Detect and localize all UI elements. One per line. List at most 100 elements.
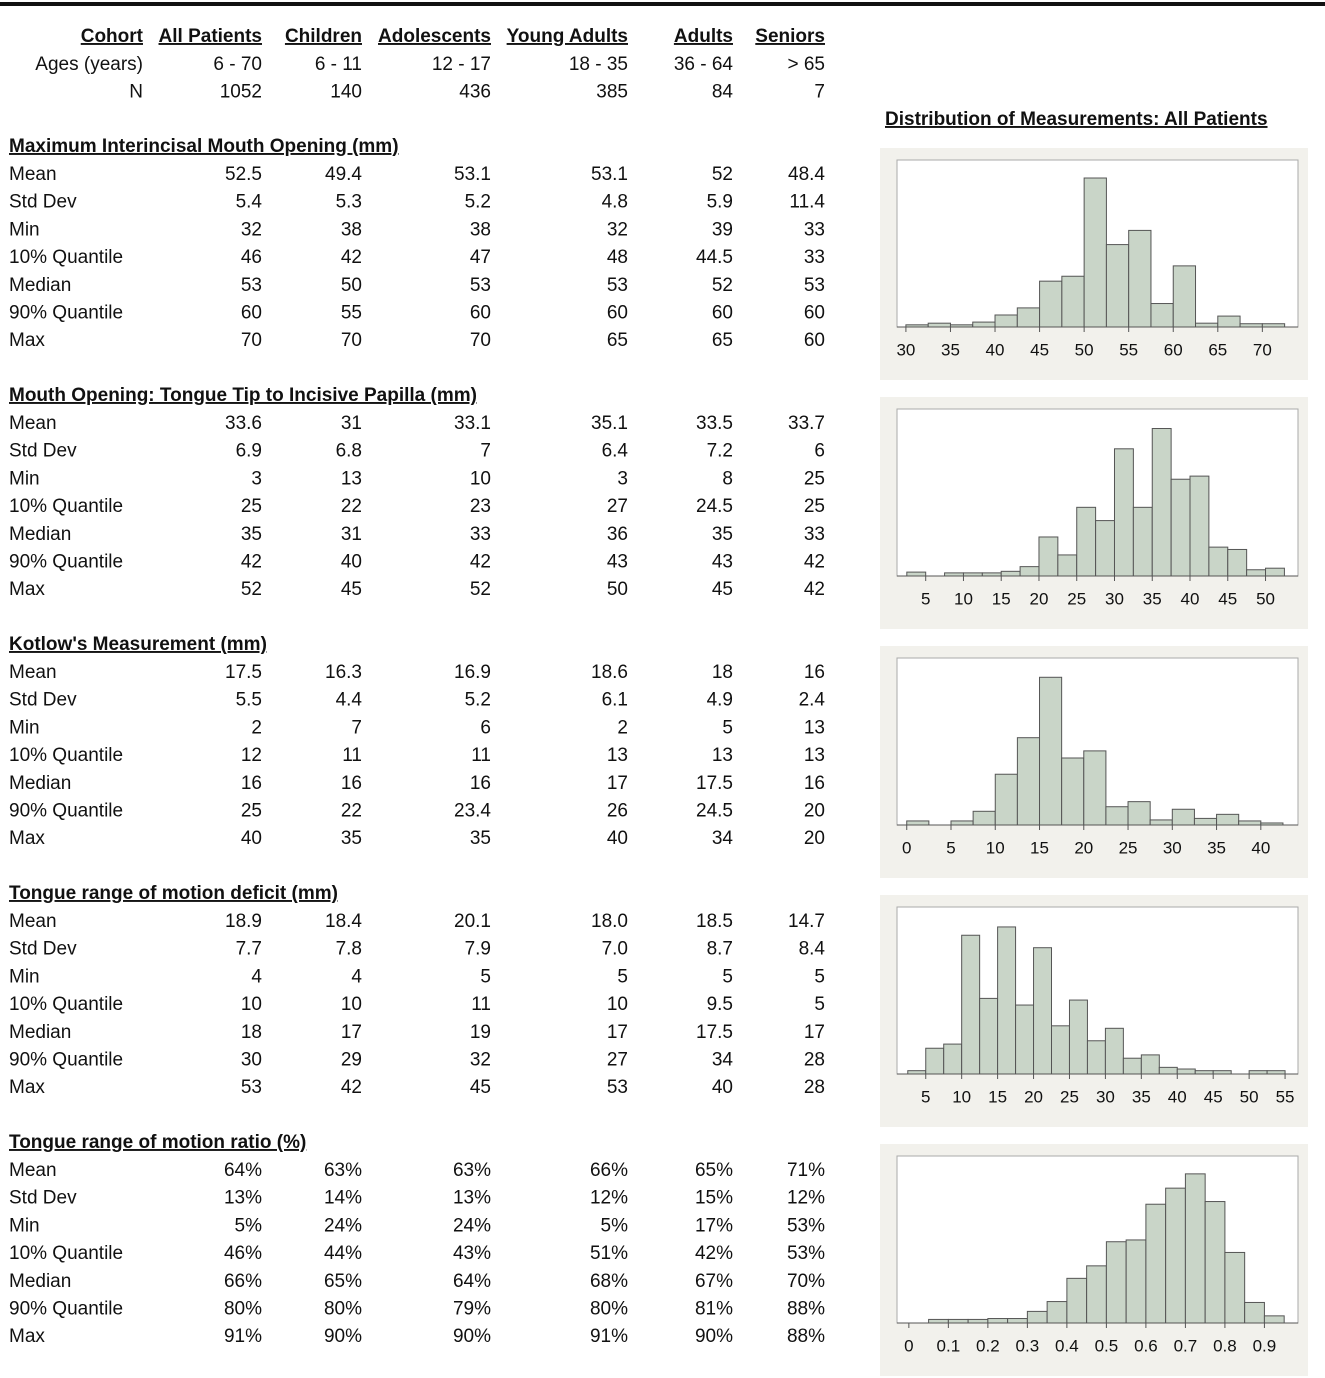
- cell: 17.5: [696, 773, 733, 794]
- cell: 35: [241, 524, 262, 545]
- cell: 7.9: [465, 939, 491, 960]
- row-label: 10% Quantile: [9, 745, 123, 766]
- x-tick-label: 0.3: [1016, 1336, 1040, 1355]
- cell: 70: [341, 330, 362, 351]
- cell: 24%: [453, 1215, 491, 1236]
- cell: 40: [341, 552, 362, 573]
- row-label: Mean: [9, 662, 57, 683]
- cell: 5.9: [707, 192, 733, 213]
- x-tick-label: 45: [1030, 340, 1049, 359]
- cell: 12 - 17: [432, 54, 491, 75]
- cell: 53: [607, 1077, 628, 1098]
- x-tick-label: 70: [1253, 340, 1272, 359]
- cell: 48.4: [788, 164, 825, 185]
- histogram-bar: [972, 321, 996, 328]
- cell: 55: [341, 303, 362, 324]
- cell: 17: [804, 1022, 825, 1043]
- x-tick-label: 50: [1240, 1087, 1259, 1106]
- cell: 49.4: [325, 164, 362, 185]
- histogram-bar: [1171, 808, 1195, 826]
- cell: 64%: [453, 1271, 491, 1292]
- histogram-bar: [987, 1318, 1009, 1324]
- cell: 40: [712, 1077, 733, 1098]
- histogram-bar: [1132, 506, 1153, 577]
- histogram-bar: [1061, 757, 1085, 826]
- x-tick-label: 0.8: [1213, 1336, 1237, 1355]
- row-label: Mean: [9, 413, 57, 434]
- cell: 7.2: [707, 441, 733, 462]
- cell: 38: [341, 219, 362, 240]
- x-tick-label: 55: [1119, 340, 1138, 359]
- cell: 91%: [224, 1326, 262, 1347]
- cell: 17%: [695, 1215, 733, 1236]
- cell: 28: [804, 1050, 825, 1071]
- cell: 90%: [453, 1326, 491, 1347]
- row-label: Std Dev: [9, 1188, 77, 1209]
- x-tick-label: 30: [1096, 1087, 1115, 1106]
- cell: 13: [607, 745, 628, 766]
- x-tick-label: 5: [921, 589, 930, 608]
- cell: 48: [607, 247, 628, 268]
- cell: 31: [341, 524, 362, 545]
- row-label: Median: [9, 275, 71, 296]
- cell: 24.5: [696, 496, 733, 517]
- x-tick-label: 35: [1143, 589, 1162, 608]
- cell: 53.1: [591, 164, 628, 185]
- cell: 18.6: [591, 662, 628, 683]
- cell: 33.6: [225, 413, 262, 434]
- cell: 29: [341, 1050, 362, 1071]
- row-label: Min: [9, 219, 40, 240]
- histogram-bar: [1039, 280, 1063, 328]
- row-label: Ages (years): [35, 54, 143, 75]
- histogram-bar: [1046, 1301, 1068, 1324]
- histogram-bar: [1246, 569, 1267, 577]
- cell: 140: [330, 82, 362, 103]
- x-tick-label: 0.6: [1134, 1336, 1158, 1355]
- row-label: Min: [9, 468, 40, 489]
- histogram-bar: [1184, 1173, 1206, 1324]
- cell: 32: [470, 1050, 491, 1071]
- histogram-bar: [1057, 554, 1078, 577]
- histogram-bar: [994, 773, 1018, 826]
- cell: 53%: [787, 1215, 825, 1236]
- x-tick-label: 65: [1208, 340, 1227, 359]
- cell: 53: [241, 275, 262, 296]
- cell: 18.9: [225, 911, 262, 932]
- cell: 5: [480, 966, 491, 987]
- cell: 11: [471, 994, 491, 1015]
- histogram-bar: [1227, 548, 1248, 577]
- cell: 14%: [324, 1188, 362, 1209]
- cell: 6.1: [602, 690, 628, 711]
- cell: 67%: [695, 1271, 733, 1292]
- histogram-bar: [1007, 1318, 1028, 1324]
- cell: 8.7: [707, 939, 733, 960]
- histogram-bar: [961, 934, 981, 1075]
- x-tick-label: 0: [904, 1336, 913, 1355]
- cell: 42: [804, 579, 825, 600]
- cell: 46%: [224, 1243, 262, 1264]
- histogram-bar: [1051, 1025, 1070, 1075]
- cell: > 65: [787, 54, 825, 75]
- cell: 5.2: [465, 192, 491, 213]
- cell: 60: [804, 330, 825, 351]
- x-tick-label: 45: [1204, 1087, 1223, 1106]
- cell: 40: [241, 828, 262, 849]
- cell: 12%: [590, 1188, 628, 1209]
- histogram-bar: [1068, 999, 1088, 1075]
- cell: 52: [241, 579, 262, 600]
- cell: 3: [617, 468, 628, 489]
- cell: 18.5: [696, 911, 733, 932]
- cell: 14.7: [788, 911, 825, 932]
- section-title: Maximum Interincisal Mouth Opening (mm): [9, 136, 399, 157]
- x-tick-label: 25: [1067, 589, 1086, 608]
- histogram-bar: [1122, 1057, 1142, 1075]
- cell: 43: [712, 552, 733, 573]
- histogram-bar: [1083, 750, 1107, 826]
- cell: 64%: [224, 1160, 262, 1181]
- histogram-bar: [1265, 567, 1285, 577]
- row-label: 90% Quantile: [9, 1299, 123, 1320]
- cell: 8: [722, 468, 733, 489]
- row-label: Max: [9, 828, 45, 849]
- row-label: 10% Quantile: [9, 247, 123, 268]
